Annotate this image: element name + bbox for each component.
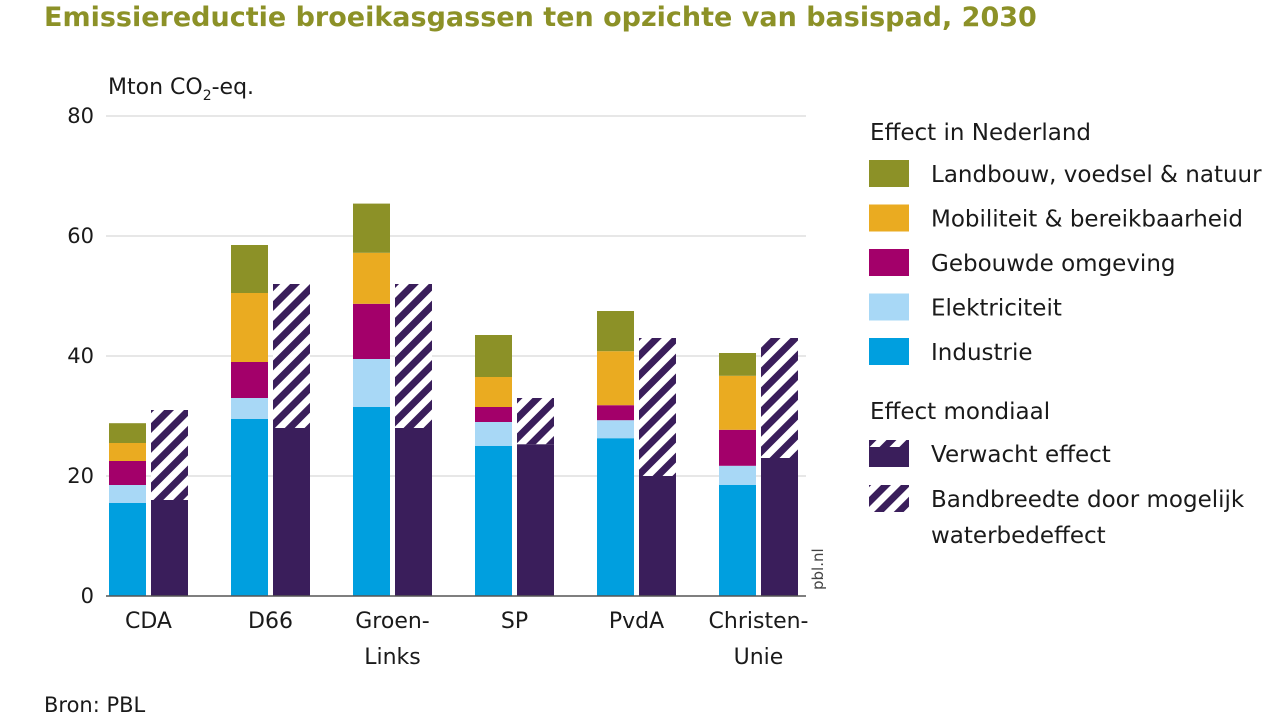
bar-segment-2-4 (353, 203, 390, 253)
bar-segment-2-3 (353, 252, 390, 304)
y-tick-label-60: 60 (67, 224, 94, 248)
bar-segment-4-4 (597, 311, 634, 352)
world-bar-expected-5 (761, 458, 798, 596)
bar-segment-5-2 (719, 429, 756, 466)
legend-label-2: Gebouwde omgeving (931, 251, 1176, 277)
bar-segment-0-4 (109, 423, 146, 443)
x-tick-label-0-0: CDA (125, 609, 172, 634)
axes: 0 20 40 60 80 CDA D66 Groen- Links SP PvdA Christen… (67, 104, 808, 670)
y-axis-label-suffix: -eq. (212, 75, 254, 100)
source-label: Bron: PBL (44, 693, 146, 717)
world-bar-range-1 (273, 284, 310, 428)
bar-segment-1-0 (231, 419, 268, 596)
bar-segment-5-0 (719, 485, 756, 596)
bar-segment-5-3 (719, 375, 756, 430)
bar-segment-5-4 (719, 353, 756, 376)
bar-segment-2-2 (353, 303, 390, 359)
legend: Effect in Nederland Effect mondiaal Land… (869, 120, 1262, 549)
legend-swatch-0 (869, 160, 909, 187)
bar-segment-2-1 (353, 359, 390, 407)
world-bar-range-4 (639, 338, 676, 476)
legend-label-range-2: waterbedeffect (931, 523, 1106, 549)
bar-segment-1-4 (231, 245, 268, 293)
x-tick-label-4-0: PvdA (609, 609, 664, 634)
legend-group-nl: Effect in Nederland (870, 120, 1091, 146)
legend-label-3: Elektriciteit (931, 296, 1062, 322)
bar-segment-3-3 (475, 377, 512, 407)
legend-label-0: Landbouw, voedsel & natuur (931, 162, 1262, 188)
bar-segment-1-1 (231, 398, 268, 419)
bar-segment-4-0 (597, 438, 634, 596)
world-bar-expected-2 (395, 428, 432, 596)
x-tick-label-2-0: Groen- (355, 609, 430, 634)
grid (106, 115, 806, 477)
bar-segment-4-1 (597, 420, 634, 439)
y-tick-label-20: 20 (67, 464, 94, 488)
legend-label-expected: Verwacht effect (931, 442, 1111, 468)
legend-label-range-1: Bandbreedte door mogelijk (931, 487, 1245, 513)
y-tick-label-80: 80 (67, 104, 94, 128)
bar-segment-0-1 (109, 485, 146, 503)
legend-swatch-3 (869, 293, 909, 321)
world-bar-range-2 (395, 284, 432, 428)
bar-segment-4-2 (597, 405, 634, 421)
x-tick-label-5-0: Christen- (709, 609, 809, 634)
world-bar-range-0 (151, 410, 188, 500)
y-axis-label-main: Mton CO (108, 75, 203, 100)
legend-swatch-1 (869, 204, 909, 232)
x-tick-label-1-0: D66 (248, 609, 293, 634)
world-bar-expected-0 (151, 500, 188, 596)
bar-segment-0-0 (109, 503, 146, 596)
legend-swatch-4 (869, 338, 909, 365)
world-bar-expected-3 (517, 444, 554, 596)
bar-segment-4-3 (597, 351, 634, 406)
bar-segment-3-4 (475, 335, 512, 377)
y-axis-label-subscript: 2 (203, 88, 212, 104)
world-bar-range-5 (761, 338, 798, 458)
y-axis-label: Mton CO2-eq. (108, 75, 254, 104)
legend-swatch-2 (869, 249, 909, 276)
legend-swatch-expected-hatch (869, 440, 909, 447)
legend-label-4: Industrie (931, 340, 1033, 366)
legend-swatch-range (869, 485, 909, 512)
x-tick-label-3-0: SP (501, 609, 528, 634)
credit-label: pbl.nl (809, 548, 827, 590)
x-tick-label-2-1: Links (364, 645, 421, 670)
legend-group-world: Effect mondiaal (870, 399, 1050, 425)
world-bar-expected-1 (273, 428, 310, 596)
y-tick-label-0: 0 (81, 584, 94, 608)
bar-segment-5-1 (719, 465, 756, 485)
y-tick-label-40: 40 (67, 344, 94, 368)
bar-segment-0-3 (109, 443, 146, 461)
world-bar-range-3 (517, 398, 554, 445)
bar-segment-2-0 (353, 407, 390, 596)
bar-segment-3-2 (475, 407, 512, 422)
bar-segment-0-2 (109, 461, 146, 485)
legend-label-1: Mobiliteit & bereikbaarheid (931, 207, 1243, 233)
bars (109, 203, 798, 596)
bar-segment-3-0 (475, 446, 512, 596)
bar-segment-1-2 (231, 362, 268, 398)
x-tick-label-5-1: Unie (734, 645, 784, 670)
bar-segment-3-1 (475, 422, 512, 446)
world-bar-expected-4 (639, 476, 676, 596)
bar-segment-1-3 (231, 293, 268, 362)
chart-title: Emissiereductie broeikasgassen ten opzic… (44, 2, 1037, 33)
